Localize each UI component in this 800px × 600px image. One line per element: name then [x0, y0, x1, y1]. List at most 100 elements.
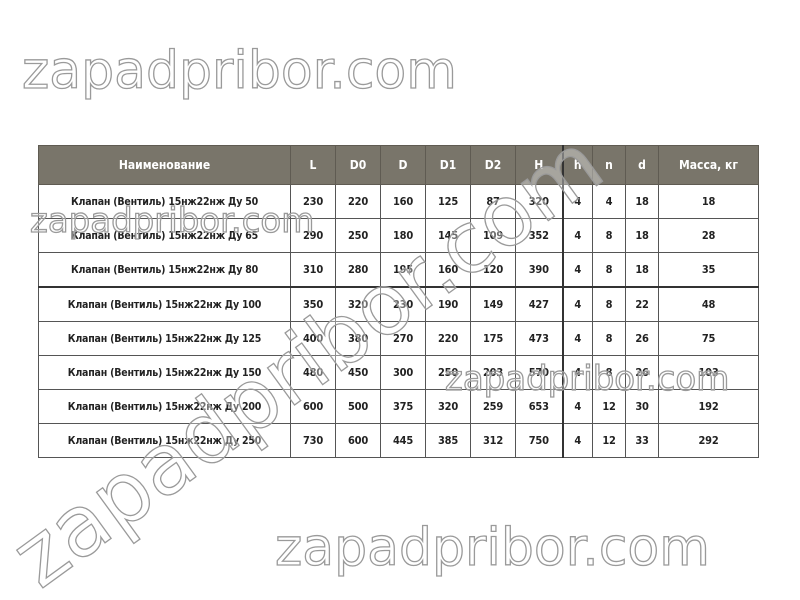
- value-cell: 26: [625, 321, 659, 356]
- product-name-cell: Клапан (Вентиль) 15нж22нж Ду 200: [38, 389, 291, 424]
- value-cell: 22: [625, 286, 659, 322]
- value-cell: 18: [625, 184, 659, 219]
- column-header: Масса, кг: [658, 145, 759, 185]
- value-cell: 230: [290, 184, 336, 219]
- value-cell: 600: [335, 423, 381, 458]
- column-header: D2: [470, 145, 516, 185]
- table-row: Клапан (Вентиль) 15нж22нж Ду 150 480 450 30…: [38, 355, 759, 390]
- value-cell: 192: [658, 389, 759, 424]
- product-name-cell: Клапан (Вентиль) 15нж22нж Ду 65: [38, 218, 291, 253]
- table-row: Клапан (Вентиль) 15нж22нж Ду 100 350 320 23…: [38, 286, 759, 322]
- product-name-cell: Клапан (Вентиль) 15нж22нж Ду 80: [38, 252, 291, 288]
- table-row: Клапан (Вентиль) 15нж22нж Ду 50 230 220 160…: [38, 184, 759, 219]
- value-cell: 18: [625, 218, 659, 253]
- value-cell: 30: [625, 389, 659, 424]
- value-cell: 48: [658, 286, 759, 322]
- value-cell: 310: [290, 252, 336, 288]
- value-cell: 352: [515, 218, 563, 253]
- value-cell: 4: [561, 252, 593, 288]
- value-cell: 125: [425, 184, 471, 219]
- value-cell: 250: [335, 218, 381, 253]
- value-cell: 600: [290, 389, 336, 424]
- value-cell: 750: [515, 423, 563, 458]
- value-cell: 75: [658, 321, 759, 356]
- table-row: Клапан (Вентиль) 15нж22нж Ду 65 290 250 180…: [38, 218, 759, 253]
- product-name-cell: Клапан (Вентиль) 15нж22нж Ду 125: [38, 321, 291, 356]
- value-cell: 103: [658, 355, 759, 390]
- value-cell: 8: [592, 321, 626, 356]
- value-cell: 203: [470, 355, 516, 390]
- value-cell: 220: [425, 321, 471, 356]
- value-cell: 290: [290, 218, 336, 253]
- product-name-cell: Клапан (Вентиль) 15нж22нж Ду 250: [38, 423, 291, 458]
- value-cell: 400: [290, 321, 336, 356]
- value-cell: 250: [425, 355, 471, 390]
- watermark-text: zapadpribor.com: [275, 518, 710, 578]
- value-cell: 4: [561, 321, 593, 356]
- value-cell: 180: [380, 218, 426, 253]
- value-cell: 12: [592, 423, 626, 458]
- table-row: Клапан (Вентиль) 15нж22нж Ду 200 600 500 37…: [38, 389, 759, 424]
- value-cell: 18: [658, 184, 759, 219]
- value-cell: 4: [561, 355, 593, 390]
- value-cell: 18: [625, 252, 659, 288]
- product-name-cell: Клапан (Вентиль) 15нж22нж Ду 100: [38, 286, 291, 322]
- value-cell: 8: [592, 218, 626, 253]
- value-cell: 4: [561, 423, 593, 458]
- value-cell: 145: [425, 218, 471, 253]
- column-header: h: [561, 145, 593, 185]
- value-cell: 175: [470, 321, 516, 356]
- column-header: D1: [425, 145, 471, 185]
- value-cell: 570: [515, 355, 563, 390]
- value-cell: 270: [380, 321, 426, 356]
- value-cell: 445: [380, 423, 426, 458]
- value-cell: 380: [335, 321, 381, 356]
- value-cell: 320: [335, 286, 381, 322]
- value-cell: 4: [561, 389, 593, 424]
- value-cell: 195: [380, 252, 426, 288]
- value-cell: 26: [625, 355, 659, 390]
- column-header: D: [380, 145, 426, 185]
- column-header: d: [625, 145, 659, 185]
- value-cell: 8: [592, 286, 626, 322]
- value-cell: 280: [335, 252, 381, 288]
- value-cell: 109: [470, 218, 516, 253]
- value-cell: 653: [515, 389, 563, 424]
- value-cell: 149: [470, 286, 516, 322]
- column-header: D0: [335, 145, 381, 185]
- value-cell: 4: [592, 184, 626, 219]
- value-cell: 160: [425, 252, 471, 288]
- table-row: Клапан (Вентиль) 15нж22нж Ду 125 400 380 27…: [38, 321, 759, 356]
- value-cell: 87: [470, 184, 516, 219]
- value-cell: 500: [335, 389, 381, 424]
- value-cell: 480: [290, 355, 336, 390]
- value-cell: 385: [425, 423, 471, 458]
- value-cell: 160: [380, 184, 426, 219]
- value-cell: 427: [515, 286, 563, 322]
- value-cell: 292: [658, 423, 759, 458]
- value-cell: 190: [425, 286, 471, 322]
- value-cell: 320: [425, 389, 471, 424]
- value-cell: 12: [592, 389, 626, 424]
- table-row: Клапан (Вентиль) 15нж22нж Ду 250 730 600 44…: [38, 423, 759, 458]
- value-cell: 35: [658, 252, 759, 288]
- value-cell: 473: [515, 321, 563, 356]
- value-cell: 350: [290, 286, 336, 322]
- value-cell: 390: [515, 252, 563, 288]
- value-cell: 33: [625, 423, 659, 458]
- value-cell: 4: [561, 286, 593, 322]
- value-cell: 312: [470, 423, 516, 458]
- value-cell: 28: [658, 218, 759, 253]
- column-header: H: [515, 145, 563, 185]
- column-header: n: [592, 145, 626, 185]
- product-name-cell: Клапан (Вентиль) 15нж22нж Ду 50: [38, 184, 291, 219]
- value-cell: 220: [335, 184, 381, 219]
- watermark-text: zapadpribor.com: [22, 41, 457, 101]
- value-cell: 230: [380, 286, 426, 322]
- value-cell: 300: [380, 355, 426, 390]
- column-header: Наименование: [38, 145, 291, 185]
- value-cell: 375: [380, 389, 426, 424]
- value-cell: 8: [592, 355, 626, 390]
